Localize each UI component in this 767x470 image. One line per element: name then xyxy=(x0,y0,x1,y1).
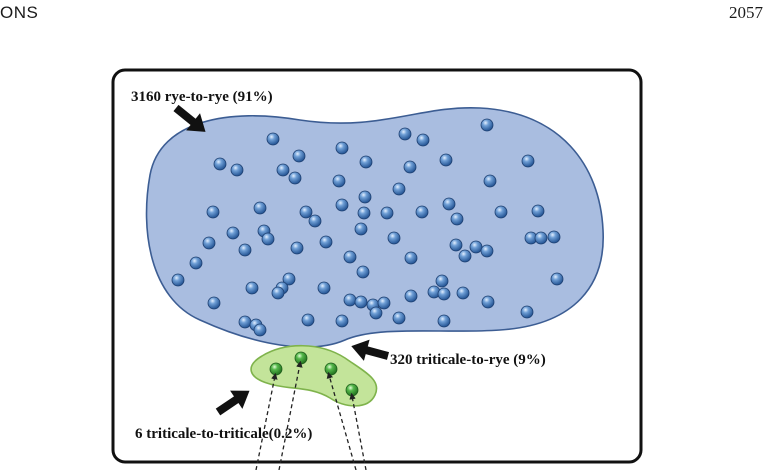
rye-dot xyxy=(288,171,302,185)
rye-dot xyxy=(319,235,333,249)
rye-dot xyxy=(354,295,368,309)
rye-dot xyxy=(299,205,313,219)
label-rye-to-rye: 3160 rye-to-rye (91%) xyxy=(131,89,273,105)
rye-dot xyxy=(271,286,285,300)
rye-dot xyxy=(356,265,370,279)
rye-dot xyxy=(335,314,349,328)
rye-dot xyxy=(380,206,394,220)
rye-dot xyxy=(437,287,451,301)
rye-dot xyxy=(238,315,252,329)
rye-dot xyxy=(458,249,472,263)
rye-dot xyxy=(494,205,508,219)
rye-dot xyxy=(531,204,545,218)
rye-dot xyxy=(317,281,331,295)
rye-dot xyxy=(354,222,368,236)
triticale-dot xyxy=(269,362,283,376)
rye-dot xyxy=(449,238,463,252)
rye-dot xyxy=(290,241,304,255)
rye-dot xyxy=(292,149,306,163)
dashed-line-4 xyxy=(349,392,367,470)
triticale-dot xyxy=(294,351,308,365)
rye-dot xyxy=(377,296,391,310)
arrow-rye-to-rye xyxy=(173,104,206,132)
rye-dot xyxy=(358,190,372,204)
dashed-line-3 xyxy=(326,371,357,470)
rye-dot xyxy=(387,231,401,245)
rye-dot xyxy=(253,201,267,215)
rye-dot xyxy=(550,272,564,286)
triticale-region xyxy=(250,344,378,407)
triticale-dot xyxy=(324,362,338,376)
rye-dots xyxy=(171,118,564,337)
rye-dot xyxy=(369,306,383,320)
rye-dot xyxy=(207,296,221,310)
rye-dot xyxy=(398,127,412,141)
running-header-left: ONS xyxy=(0,3,39,22)
rye-dot xyxy=(343,293,357,307)
rye-dot xyxy=(230,163,244,177)
rye-dot xyxy=(276,163,290,177)
figure-frame xyxy=(111,68,643,464)
arrow-triticale-to-rye xyxy=(351,339,390,361)
dashed-line-1 xyxy=(255,372,278,470)
rye-dot xyxy=(520,305,534,319)
rye-dot xyxy=(343,250,357,264)
triticale-dots xyxy=(269,351,359,397)
rye-dot xyxy=(332,174,346,188)
rye-dot xyxy=(415,205,429,219)
rye-region xyxy=(145,106,604,348)
rye-dot xyxy=(308,214,322,228)
rye-dot xyxy=(483,174,497,188)
triticale-dot xyxy=(345,383,359,397)
rye-dot xyxy=(456,286,470,300)
rye-dot xyxy=(202,236,216,250)
rye-dot xyxy=(213,157,227,171)
rye-dot xyxy=(238,243,252,257)
rye-dot xyxy=(437,314,451,328)
rye-dot xyxy=(226,226,240,240)
arrow-triticale-to-triticale xyxy=(215,390,250,416)
rye-dot xyxy=(357,206,371,220)
pollen-dispersal-lines xyxy=(255,360,367,470)
page-number: 2057 xyxy=(729,3,763,22)
rye-dot xyxy=(403,160,417,174)
rye-dot xyxy=(404,251,418,265)
rye-dot xyxy=(481,295,495,309)
rye-dot xyxy=(547,230,561,244)
rye-dot xyxy=(253,323,267,337)
label-triticale-to-triticale: 6 triticale-to-triticale(0.2%) xyxy=(135,426,312,442)
rye-dot xyxy=(439,153,453,167)
rye-dot xyxy=(416,133,430,147)
rye-dot xyxy=(392,182,406,196)
rye-dot xyxy=(266,132,280,146)
rye-dot xyxy=(392,311,406,325)
pointer-arrows xyxy=(173,104,390,416)
rye-dot xyxy=(404,289,418,303)
rye-dot xyxy=(282,272,296,286)
label-triticale-to-rye: 320 triticale-to-rye (9%) xyxy=(390,352,546,368)
rye-dot xyxy=(206,205,220,219)
rye-dot xyxy=(335,198,349,212)
rye-dot xyxy=(521,154,535,168)
rye-dot xyxy=(189,256,203,270)
rye-dot xyxy=(301,313,315,327)
rye-dot xyxy=(335,141,349,155)
rye-dot xyxy=(480,244,494,258)
rye-dot xyxy=(171,273,185,287)
rye-dot xyxy=(442,197,456,211)
rye-dot xyxy=(359,155,373,169)
rye-dot xyxy=(534,231,548,245)
rye-dot xyxy=(450,212,464,226)
rye-dot xyxy=(261,232,275,246)
rye-dot xyxy=(480,118,494,132)
rye-dot xyxy=(435,274,449,288)
rye-dot xyxy=(469,240,483,254)
rye-dot xyxy=(245,281,259,295)
